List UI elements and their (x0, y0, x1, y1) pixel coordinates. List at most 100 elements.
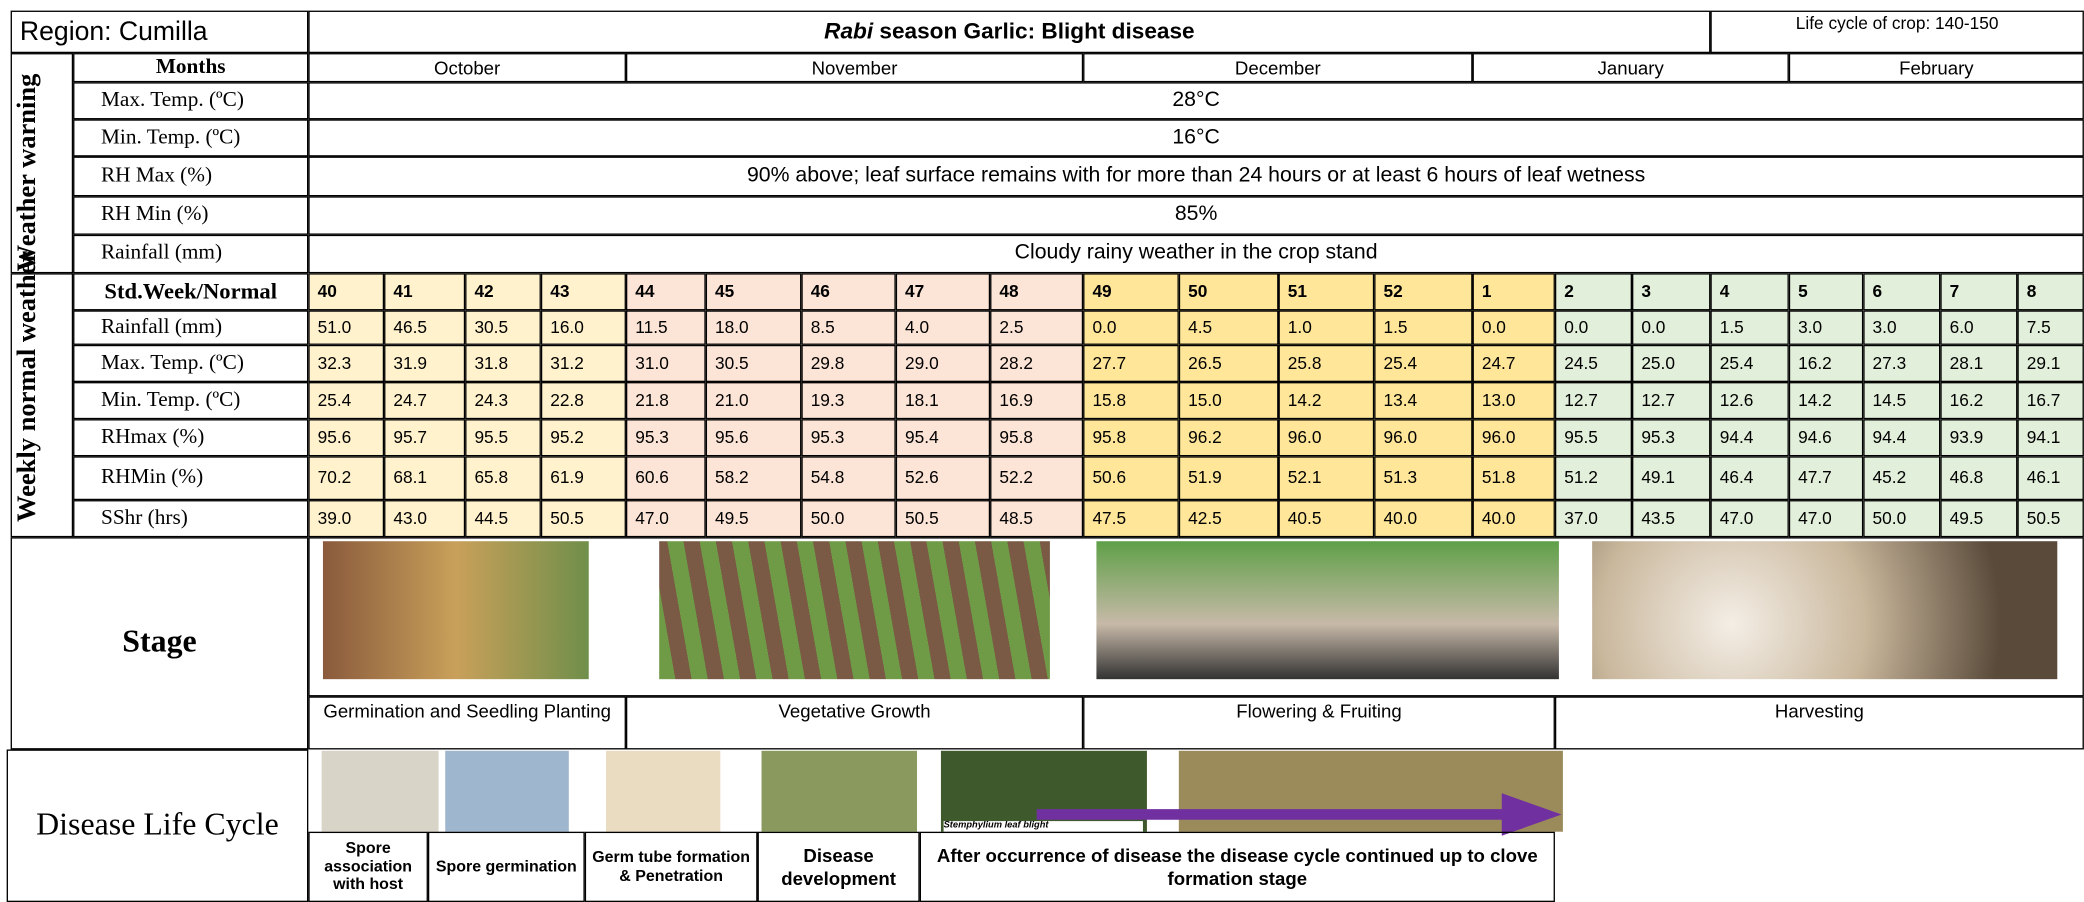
cell: 50.5 (2017, 500, 2083, 537)
cell: 14.5 (1863, 382, 1940, 419)
row-value: Cloudy rainy weather in the crop stand (308, 235, 2084, 273)
cell: 95.6 (308, 419, 384, 456)
week-number: 41 (384, 273, 465, 310)
cell: 31.0 (626, 345, 706, 382)
cell: 12.7 (1555, 382, 1632, 419)
cell: 39.0 (308, 500, 384, 537)
cell: 1.5 (1710, 310, 1788, 344)
title-part: season Garlic: Blight disease (873, 19, 1194, 45)
disease-step: Disease development (758, 832, 920, 902)
cell: 14.2 (1278, 382, 1374, 419)
cell: 13.0 (1473, 382, 1555, 419)
cell: 46.4 (1710, 456, 1788, 500)
cell: 28.2 (990, 345, 1083, 382)
week-number: 1 (1473, 273, 1555, 310)
arrow-shape (1037, 793, 1562, 835)
stage-image (1592, 541, 2057, 679)
cell: 31.9 (384, 345, 465, 382)
cell: 30.5 (465, 310, 541, 344)
cell: 28.1 (1940, 345, 2017, 382)
cell: 3.0 (1789, 310, 1863, 344)
week-number: 45 (706, 273, 802, 310)
week-number: 51 (1278, 273, 1374, 310)
cell: 25.8 (1278, 345, 1374, 382)
cell: 15.0 (1179, 382, 1279, 419)
week-number: 49 (1083, 273, 1179, 310)
week-number: 44 (626, 273, 706, 310)
cell: 49.5 (1940, 500, 2017, 537)
cell: 47.7 (1789, 456, 1863, 500)
cell: 70.2 (308, 456, 384, 500)
cell: 50.5 (896, 500, 990, 537)
cell: 3.0 (1863, 310, 1940, 344)
month: February (1789, 53, 2084, 82)
disease-image (606, 751, 720, 832)
cell: 18.0 (706, 310, 802, 344)
week-number: 4 (1710, 273, 1788, 310)
row-label: SShr (hrs) (73, 500, 308, 537)
cell: 7.5 (2017, 310, 2083, 344)
stage-image (323, 541, 589, 679)
row-label: RH Min (%) (73, 196, 308, 234)
row-label: Rainfall (mm) (73, 235, 308, 273)
row-label: RHMin (%) (73, 456, 308, 500)
row-label: Rainfall (mm) (73, 310, 308, 344)
cell: 0.0 (1632, 310, 1710, 344)
cell: 95.8 (990, 419, 1083, 456)
month: December (1083, 53, 1472, 82)
cell: 40.0 (1374, 500, 1472, 537)
row-value: 85% (308, 196, 2084, 234)
week-number: 8 (2017, 273, 2083, 310)
cell: 25.4 (308, 382, 384, 419)
cell: 51.3 (1374, 456, 1472, 500)
month: October (308, 53, 626, 82)
disease-step: Spore germination (428, 832, 585, 902)
cell: 0.0 (1473, 310, 1555, 344)
cell: 30.5 (706, 345, 802, 382)
cell: 29.8 (801, 345, 895, 382)
cell: 68.1 (384, 456, 465, 500)
row-label: Max. Temp. (ºC) (73, 82, 308, 119)
cell: 94.6 (1789, 419, 1863, 456)
cell: 22.8 (541, 382, 626, 419)
cell: 95.3 (1632, 419, 1710, 456)
life-cycle: Life cycle of crop: 140-150 (1710, 11, 2083, 53)
stage-name: Vegetative Growth (626, 696, 1083, 749)
cell: 51.8 (1473, 456, 1555, 500)
cell: 50.5 (541, 500, 626, 537)
cell: 15.8 (1083, 382, 1179, 419)
week-number: 5 (1789, 273, 1863, 310)
cell: 24.5 (1555, 345, 1632, 382)
cell: 11.5 (626, 310, 706, 344)
row-label: Min. Temp. (ºC) (73, 119, 308, 156)
cell: 31.2 (541, 345, 626, 382)
week-number: 6 (1863, 273, 1940, 310)
cell: 52.1 (1278, 456, 1374, 500)
row-label: RHmax (%) (73, 419, 308, 456)
cell: 94.4 (1863, 419, 1940, 456)
row-value: 28°C (308, 82, 2084, 119)
cell: 13.4 (1374, 382, 1472, 419)
cell: 96.0 (1278, 419, 1374, 456)
cell: 24.7 (1473, 345, 1555, 382)
disease-image (762, 751, 917, 832)
cell: 19.3 (801, 382, 895, 419)
cell: 50.0 (1863, 500, 1940, 537)
cell: 14.2 (1789, 382, 1863, 419)
cell: 95.8 (1083, 419, 1179, 456)
cell: 27.7 (1083, 345, 1179, 382)
cell: 26.5 (1179, 345, 1279, 382)
cell: 31.8 (465, 345, 541, 382)
cell: 52.2 (990, 456, 1083, 500)
cell: 29.1 (2017, 345, 2083, 382)
cell: 40.5 (1278, 500, 1374, 537)
stage-image (659, 541, 1050, 679)
month: November (626, 53, 1083, 82)
cell: 95.5 (465, 419, 541, 456)
cell: 43.0 (384, 500, 465, 537)
cell: 60.6 (626, 456, 706, 500)
cell: 25.0 (1632, 345, 1710, 382)
cell: 47.5 (1083, 500, 1179, 537)
cell: 95.2 (541, 419, 626, 456)
cell: 24.7 (384, 382, 465, 419)
